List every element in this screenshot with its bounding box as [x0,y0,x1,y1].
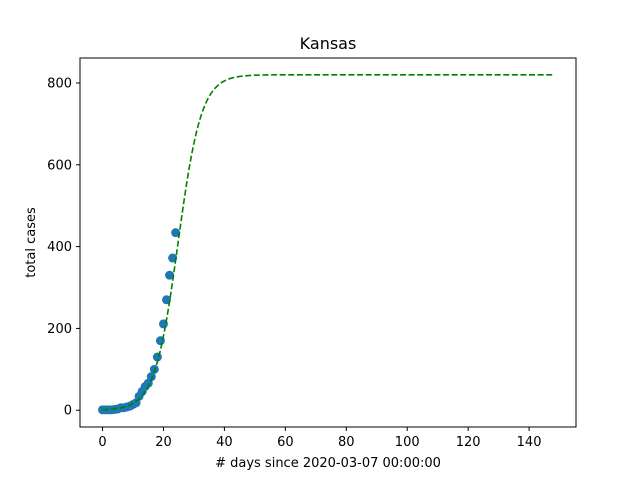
x-tick-label: 80 [338,435,355,450]
y-tick-label: 400 [47,240,72,255]
x-tick-label: 140 [517,435,542,450]
chart-title: Kansas [300,34,357,53]
y-tick-label: 0 [64,404,72,419]
y-tick-label: 600 [47,158,72,173]
data-point [146,372,156,382]
plot-area [98,73,554,415]
data-point [165,270,175,280]
fit-curve [102,73,554,411]
x-tick-label: 20 [155,435,172,450]
y-tick-label: 200 [47,322,72,337]
x-tick-label: 120 [456,435,481,450]
axis-ticks: 0 20 40 60 80 100 120 140 0 200 400 600 800 [47,76,541,450]
x-tick-label: 0 [98,435,106,450]
axes-frame [79,57,577,428]
y-tick-label: 800 [47,76,72,91]
x-axis-label: # days since 2020-03-07 00:00:00 [215,456,441,471]
y-axis-label: total cases [24,207,39,278]
x-tick-label: 100 [395,435,420,450]
x-tick-label: 60 [277,435,294,450]
x-tick-label: 40 [216,435,233,450]
data-point [171,228,181,238]
